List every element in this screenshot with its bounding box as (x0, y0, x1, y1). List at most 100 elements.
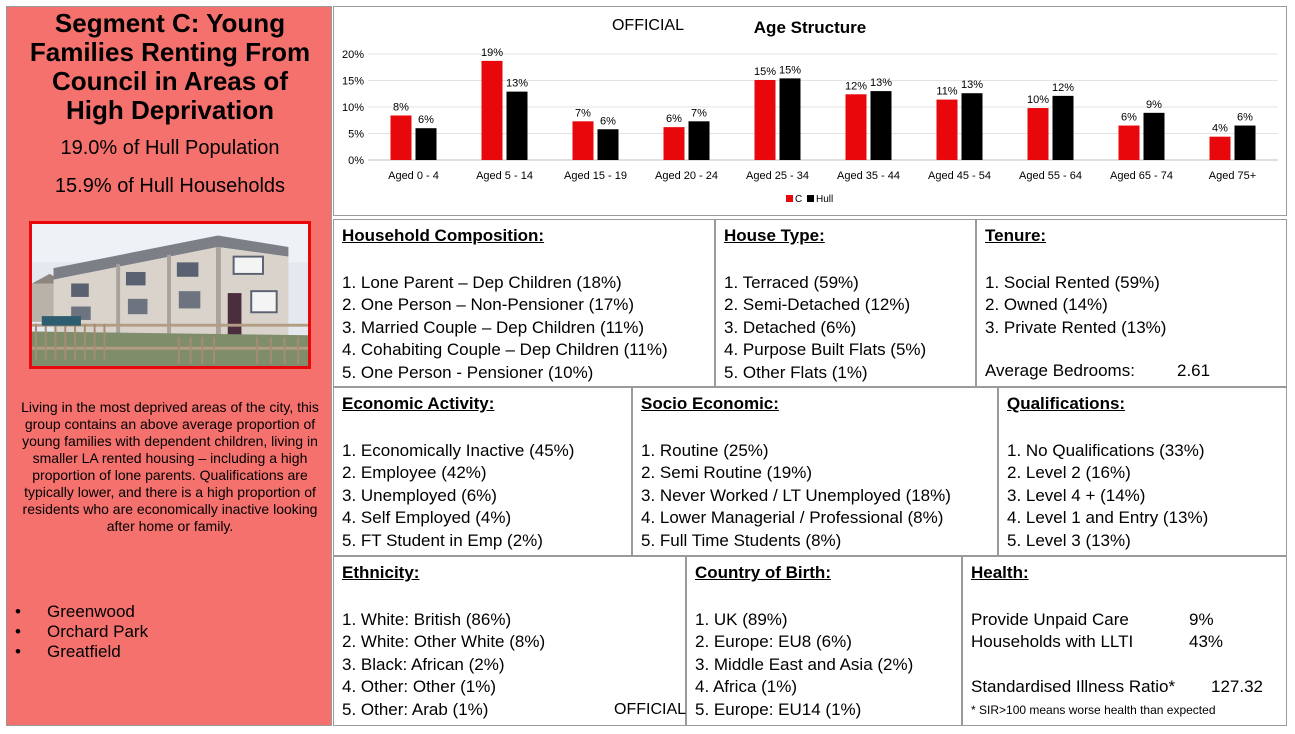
data-label: 6% (1237, 112, 1253, 124)
list-item: 3. Married Couple – Dep Children (11%) (342, 317, 645, 337)
bar-c (1209, 136, 1231, 160)
area-item: Greatfield (15, 642, 148, 662)
list-item: 4. Purpose Built Flats (5%) (724, 340, 927, 360)
list-item: 3. Private Rented (13%) (985, 317, 1167, 337)
bar-c (481, 60, 503, 160)
household-composition-title: Household Composition: (342, 226, 545, 245)
data-label: 13% (506, 78, 528, 90)
list-item: 1. UK (89%) (695, 610, 788, 629)
sir-footnote: * SIR>100 means worse health than expect… (971, 703, 1216, 717)
y-tick-label: 20% (342, 49, 364, 61)
qualifications-list: 1. No Qualifications (33%) 2. Level 2 (1… (1007, 440, 1208, 552)
sir-value: 127.32 (1211, 677, 1263, 696)
list-item: 1. Lone Parent – Dep Children (18%) (342, 273, 622, 292)
data-label: 8% (393, 101, 409, 113)
y-tick-label: 0% (348, 155, 364, 167)
data-label: 13% (961, 79, 983, 91)
segment-title-line: Council in Areas of (52, 66, 288, 96)
llti-row: Households with LLTI 43% (971, 632, 1223, 652)
economic-activity-box: Economic Activity: 1. Economically Inact… (333, 387, 632, 556)
list-item: 4. Self Employed (4%) (342, 508, 512, 528)
sir-label: Standardised Illness Ratio* (971, 677, 1176, 696)
data-label: 7% (691, 107, 707, 119)
qualifications-box: Qualifications: 1. No Qualifications (33… (998, 387, 1287, 556)
bar-c (572, 121, 594, 160)
bar-c (663, 127, 685, 160)
area-item: Orchard Park (15, 622, 148, 642)
list-item: 4. Other: Other (1%) (342, 677, 496, 697)
ethnicity-title: Ethnicity: (342, 563, 420, 582)
segment-title-line: High Deprivation (65, 95, 274, 125)
bar-c (1027, 108, 1049, 160)
data-label: 6% (600, 115, 616, 127)
x-tick-label: Aged 25 - 34 (746, 170, 809, 182)
bar-c (1118, 125, 1140, 160)
unpaid-care-value: 9% (1189, 610, 1214, 629)
x-tick-label: Aged 0 - 4 (388, 170, 439, 182)
list-item: 5. Full Time Students (8%) (641, 530, 842, 550)
x-tick-label: Aged 15 - 19 (564, 170, 627, 182)
bar-c (845, 94, 867, 160)
country-of-birth-box: Country of Birth: 1. UK (89%) 2. Europe:… (686, 556, 962, 726)
data-label: 12% (845, 80, 867, 92)
legend-label: C (795, 194, 802, 205)
household-composition-list: 1. Lone Parent – Dep Children (18%) 2. O… (342, 272, 668, 384)
data-label: 19% (481, 47, 503, 59)
segment-title: Segment C: Young Families Renting From C… (7, 9, 333, 125)
economic-activity-list: 1. Economically Inactive (45%) 2. Employ… (342, 440, 574, 552)
legend-swatch (786, 195, 793, 202)
x-tick-label: Aged 65 - 74 (1110, 170, 1173, 182)
bar-c (936, 99, 958, 160)
list-item: 4. Africa (1%) (695, 677, 798, 697)
tenure-list: 1. Social Rented (59%) 2. Owned (14%) 3.… (985, 272, 1166, 339)
llti-value: 43% (1189, 632, 1224, 651)
average-bedrooms: Average Bedrooms: 2.61 (985, 361, 1210, 381)
data-label: 12% (1052, 82, 1074, 94)
country-of-birth-list: 1. UK (89%) 2. Europe: EU8 (6%) 3. Middl… (695, 609, 913, 721)
health-box: Health: Provide Unpaid Care 9% Household… (962, 556, 1287, 726)
ethnicity-box: Ethnicity: 1. White: British (86%) 2. Wh… (333, 556, 686, 726)
age-structure-chart-panel: OFFICIAL Age Structure 0% 5% 10% 15% 20% 8% 6… (333, 6, 1287, 216)
list-item: 3. Middle East and Asia (2%) (695, 654, 914, 674)
list-item: 3. Detached (6%) (724, 317, 857, 337)
socio-economic-box: Socio Economic: 1. Routine (25%) 2. Semi… (632, 387, 998, 556)
llti-label: Households with LLTI (971, 632, 1134, 651)
qualifications-title: Qualifications: (1007, 394, 1126, 413)
list-item: 4. Level 1 and Entry (13%) (1007, 508, 1209, 528)
data-label: 15% (779, 64, 801, 76)
segment-title-line: Segment C: Young (54, 8, 286, 38)
legend-label: Hull (816, 194, 833, 205)
house-type-title: House Type: (724, 226, 825, 245)
list-item: 1. Terraced (59%) (724, 273, 859, 292)
household-composition-box: Household Composition: 1. Lone Parent – … (333, 219, 715, 387)
list-item: 1. Routine (25%) (641, 441, 769, 460)
list-item: 1. No Qualifications (33%) (1007, 441, 1205, 460)
average-bedrooms-value: 2.61 (1177, 361, 1211, 380)
list-item: 4. Cohabiting Couple – Dep Children (11%… (342, 340, 668, 360)
data-label: 11% (936, 86, 957, 98)
list-item: 5. Europe: EU14 (1%) (695, 699, 862, 719)
economic-activity-title: Economic Activity: (342, 394, 495, 413)
socio-economic-list: 1. Routine (25%) 2. Semi Routine (19%) 3… (641, 440, 951, 552)
y-tick-label: 10% (342, 102, 364, 114)
list-item: 5. Level 3 (13%) (1007, 530, 1131, 550)
list-item: 3. Level 4 + (14%) (1007, 485, 1146, 505)
housing-photo (29, 221, 311, 369)
bar-hull (688, 121, 710, 160)
segment-description: Living in the most deprived areas of the… (21, 399, 319, 534)
list-item: 2. Semi-Detached (12%) (724, 295, 911, 315)
list-item: 2. Europe: EU8 (6%) (695, 632, 852, 652)
bar-hull (506, 91, 528, 160)
bar-hull (1234, 125, 1256, 160)
list-item: 5. Other: Arab (1%) (342, 699, 489, 719)
unpaid-care-row: Provide Unpaid Care 9% (971, 610, 1214, 630)
list-item: 1. Social Rented (59%) (985, 273, 1160, 292)
list-item: 5. FT Student in Emp (2%) (342, 530, 543, 550)
list-item: 2. White: Other White (8%) (342, 632, 546, 652)
list-item: 2. One Person – Non-Pensioner (17%) (342, 295, 634, 315)
x-tick-label: Aged 75+ (1209, 170, 1256, 182)
age-structure-chart: OFFICIAL Age Structure 0% 5% 10% 15% 20% 8% 6… (342, 17, 1278, 205)
data-label: 6% (1121, 112, 1137, 124)
bar-hull (1052, 95, 1074, 160)
bar-hull (597, 129, 619, 160)
